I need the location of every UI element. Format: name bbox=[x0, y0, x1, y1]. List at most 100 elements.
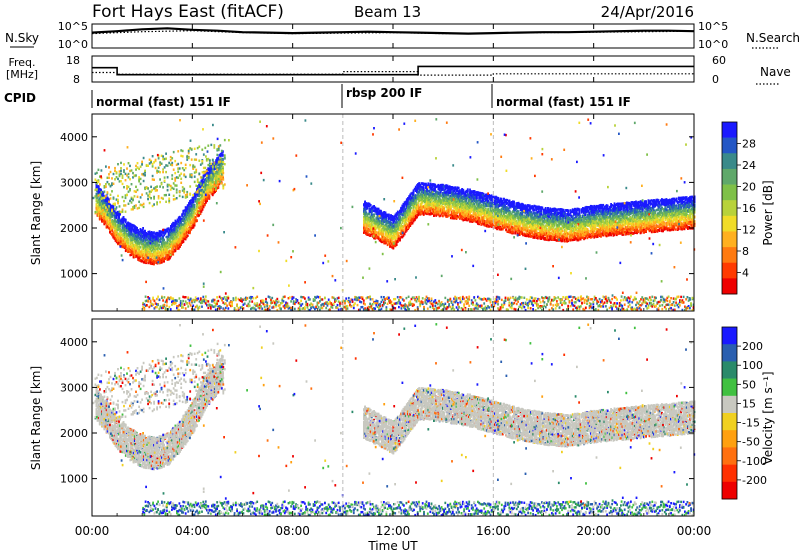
range-pixel bbox=[433, 214, 435, 217]
range-pixel bbox=[382, 221, 384, 224]
range-pixel bbox=[112, 225, 115, 229]
range-pixel bbox=[128, 231, 130, 234]
range-pixel bbox=[184, 220, 187, 223]
range-pixel bbox=[191, 215, 194, 218]
range-pixel bbox=[384, 211, 387, 214]
range-pixel bbox=[377, 222, 380, 225]
range-pixel bbox=[167, 235, 170, 238]
range-pixel bbox=[179, 245, 181, 248]
range-pixel bbox=[363, 223, 365, 227]
range-pixel bbox=[164, 244, 167, 248]
range-pixel bbox=[121, 241, 124, 244]
range-pixel bbox=[170, 230, 172, 233]
range-pixel bbox=[375, 233, 378, 237]
range-pixel bbox=[138, 237, 141, 241]
range-pixel bbox=[171, 225, 173, 228]
range-pixel bbox=[167, 233, 170, 236]
range-pixel bbox=[96, 195, 99, 199]
range-pixel bbox=[129, 223, 132, 226]
freq-series-1 bbox=[92, 65, 694, 76]
range-pixel bbox=[217, 168, 220, 171]
range-pixel bbox=[386, 226, 389, 230]
range-pixel bbox=[210, 167, 213, 170]
range-pixel bbox=[156, 241, 159, 244]
range-pixel bbox=[210, 181, 213, 184]
range-pixel bbox=[155, 233, 158, 236]
range-pixel bbox=[394, 237, 397, 240]
range-pixel bbox=[126, 244, 128, 248]
range-pixel bbox=[369, 234, 372, 237]
range-pixel bbox=[375, 222, 378, 225]
range-pixel bbox=[214, 190, 216, 193]
range-pixel bbox=[175, 220, 178, 224]
range-pixel bbox=[202, 174, 205, 178]
range-pixel bbox=[201, 198, 204, 201]
range-pixel bbox=[370, 231, 373, 234]
range-pixel bbox=[387, 213, 390, 217]
range-pixel bbox=[199, 203, 202, 206]
range-pixel bbox=[104, 209, 107, 212]
range-pixel bbox=[107, 216, 110, 219]
range-pixel bbox=[183, 237, 186, 240]
range-pixel bbox=[212, 173, 215, 176]
range-pixel bbox=[365, 227, 368, 230]
range-pixel bbox=[176, 228, 179, 231]
range-pixel bbox=[147, 241, 150, 244]
range-pixel bbox=[133, 234, 136, 237]
range-pixel bbox=[123, 225, 126, 229]
range-pixel bbox=[175, 237, 178, 241]
range-pixel bbox=[200, 200, 203, 203]
range-pixel bbox=[183, 209, 186, 212]
range-pixel bbox=[197, 213, 199, 216]
range-pixel bbox=[385, 241, 388, 244]
range-pixel bbox=[375, 207, 378, 211]
range-pixel bbox=[173, 228, 176, 232]
range-pixel bbox=[365, 205, 368, 208]
range-pixel bbox=[154, 241, 156, 244]
range-pixel bbox=[110, 204, 112, 208]
range-pixel bbox=[105, 217, 108, 221]
range-pixel bbox=[211, 174, 214, 178]
range-pixel bbox=[147, 235, 150, 238]
range-pixel bbox=[141, 260, 144, 263]
range-pixel bbox=[387, 242, 390, 246]
range-pixel bbox=[115, 240, 118, 244]
range-pixel bbox=[219, 153, 222, 156]
range-pixel bbox=[206, 185, 208, 188]
range-pixel bbox=[203, 186, 206, 189]
range-pixel bbox=[167, 250, 170, 254]
range-pixel bbox=[190, 205, 193, 209]
range-pixel bbox=[385, 220, 388, 224]
range-pixel bbox=[170, 252, 172, 255]
range-pixel bbox=[391, 222, 393, 226]
range-pixel bbox=[170, 250, 172, 254]
range-pixel bbox=[129, 249, 132, 252]
range-pixel bbox=[185, 209, 188, 212]
range-pixel bbox=[207, 180, 210, 184]
range-pixel bbox=[130, 228, 133, 232]
range-pixel bbox=[121, 224, 124, 227]
range-pixel bbox=[104, 220, 107, 223]
range-pixel bbox=[96, 192, 99, 195]
range-pixel bbox=[363, 212, 365, 216]
range-pixel bbox=[177, 217, 180, 220]
range-pixel bbox=[158, 252, 161, 256]
range-pixel bbox=[161, 247, 163, 250]
range-pixel bbox=[163, 250, 165, 253]
range-pixel bbox=[425, 194, 427, 198]
range-pixel bbox=[182, 237, 185, 240]
range-pixel bbox=[123, 223, 126, 227]
range-pixel bbox=[130, 237, 133, 240]
range-pixel bbox=[194, 217, 197, 221]
range-pixel bbox=[141, 230, 144, 234]
range-pixel bbox=[110, 222, 112, 226]
range-pixel bbox=[212, 183, 215, 186]
range-pixel bbox=[177, 244, 180, 247]
range-pixel bbox=[198, 185, 200, 188]
range-pixel bbox=[384, 238, 387, 241]
range-pixel bbox=[105, 203, 108, 207]
range-pixel bbox=[117, 218, 119, 222]
range-pixel bbox=[363, 204, 365, 207]
range-pixel bbox=[389, 220, 391, 223]
